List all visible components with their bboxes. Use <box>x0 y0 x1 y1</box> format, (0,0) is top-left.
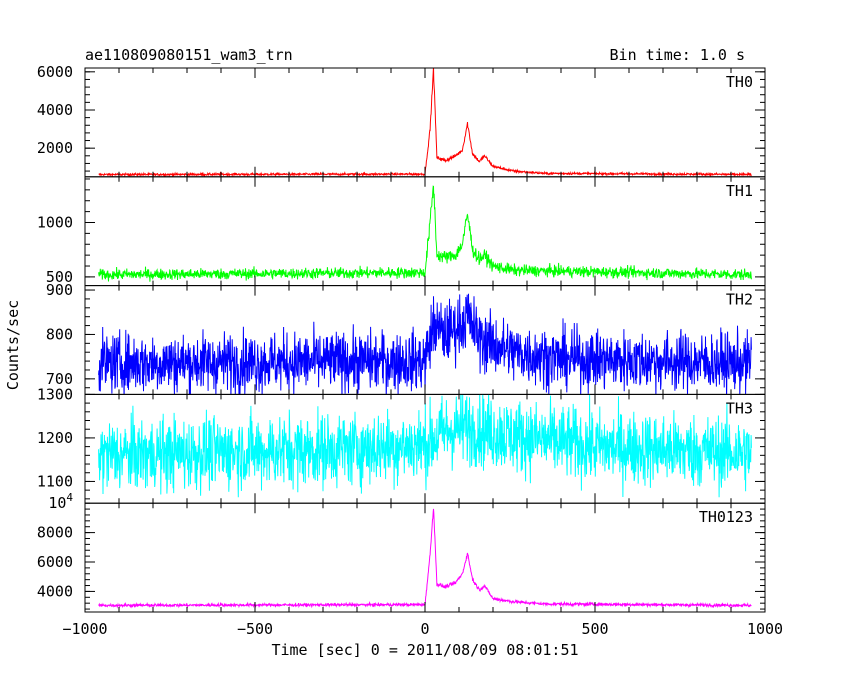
panels: 2000 4000 6000 TH0 500 1000 TH1 700 800 900 TH2 110… <box>37 63 766 613</box>
series-line-th0 <box>98 68 752 177</box>
x-axis: −1000 −500 0 500 1000 <box>62 620 783 638</box>
series-line-th3 <box>98 394 752 498</box>
y-tick-label: 700 <box>46 370 73 388</box>
y-tick-label: 4000 <box>37 101 73 119</box>
y-tick-label: 900 <box>46 281 73 299</box>
x-tick-label: −500 <box>237 620 273 638</box>
panel-label: TH0 <box>726 73 753 91</box>
chart-title: ae110809080151_wam3_trn <box>85 46 293 64</box>
panel-th3: 1100 1200 1300 TH3 <box>37 385 766 504</box>
panel-th0123: 4000 6000 8000 TH0123 104 <box>37 491 766 613</box>
series-line-th0123 <box>98 508 752 609</box>
panel-frame <box>84 502 766 613</box>
x-tick-label: 1000 <box>747 620 783 638</box>
panel-label: TH1 <box>726 182 753 200</box>
y-tick-label: 6000 <box>37 63 73 81</box>
y-tick-label: 8000 <box>37 524 73 542</box>
y-axis-label: Counts/sec <box>4 300 22 390</box>
y-tick-label: 4000 <box>37 582 73 600</box>
panel-label: TH2 <box>726 291 753 309</box>
y-tick-label: 1100 <box>37 472 73 490</box>
y-tick-label: 800 <box>46 325 73 343</box>
y-tick-label: 1300 <box>37 385 73 403</box>
panel-label: TH0123 <box>699 508 753 526</box>
panel-th2: 700 800 900 TH2 <box>46 281 766 395</box>
y-top-label-base: 10 <box>48 494 66 512</box>
series-line-th1 <box>98 185 752 282</box>
x-tick-label: 500 <box>581 620 608 638</box>
y-top-label-exponent: 4 <box>66 491 73 504</box>
x-axis-label: Time [sec] 0 = 2011/08/09 08:01:51 <box>271 641 578 659</box>
x-tick-label: −1000 <box>62 620 107 638</box>
y-top-label: 104 <box>48 491 73 512</box>
panel-th0: 2000 4000 6000 TH0 <box>37 63 766 178</box>
y-tick-label: 1200 <box>37 429 73 447</box>
panel-label: TH3 <box>726 399 753 417</box>
y-tick-label: 6000 <box>37 553 73 571</box>
y-tick-label: 500 <box>46 268 73 286</box>
x-tick-label: 0 <box>420 620 429 638</box>
panel-frame <box>84 67 766 178</box>
y-tick-label: 1000 <box>37 213 73 231</box>
panel-th1: 500 1000 TH1 <box>37 176 766 287</box>
y-tick-label: 2000 <box>37 139 73 157</box>
bin-time-label: Bin time: 1.0 s <box>610 46 745 64</box>
